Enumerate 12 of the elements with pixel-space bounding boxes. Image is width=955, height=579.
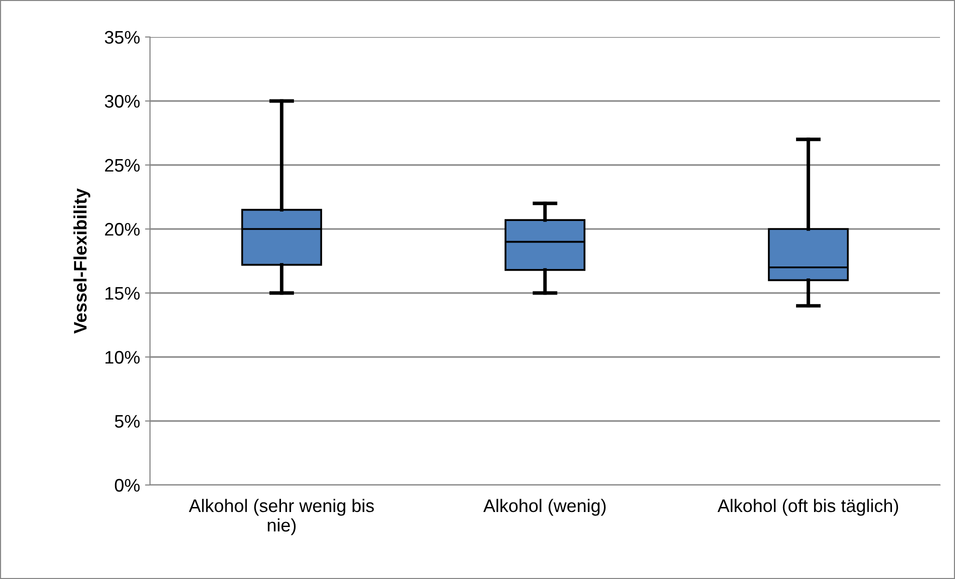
y-tick-label: 30% [104, 94, 140, 108]
y-tick-label: 15% [106, 287, 140, 300]
y-tick-label: 20% [105, 222, 140, 236]
y-tick-label: 0% [114, 478, 140, 492]
y-axis-title: Vessel-Flexibility [73, 188, 90, 334]
x-tick-label: Alkohol (oft bis täglich) [718, 498, 898, 516]
x-tick-label: Alkohol (wenig) [483, 498, 606, 516]
y-tick-label: 35% [104, 30, 140, 44]
y-tick-label: 25% [105, 158, 140, 172]
y-tick-label: 5% [114, 415, 140, 428]
x-tick-label: Alkohol (sehr wenig bis nie) [188, 498, 374, 536]
y-tick-label: 10% [106, 350, 140, 364]
